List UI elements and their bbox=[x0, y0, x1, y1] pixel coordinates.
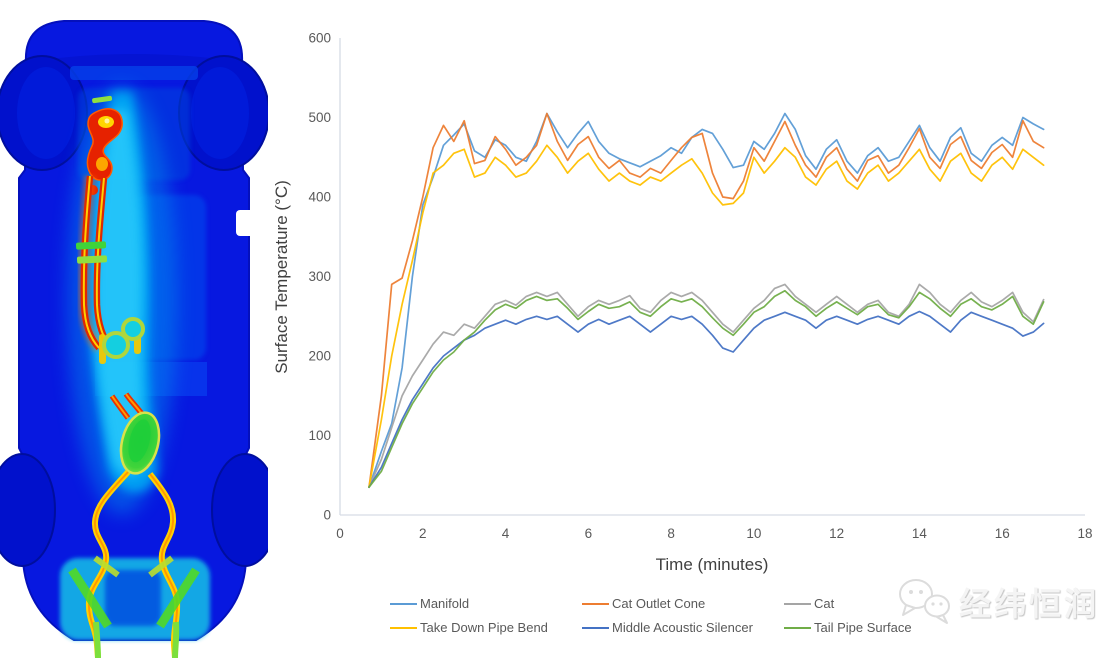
wheels bbox=[0, 55, 268, 567]
legend-item-manifold: Manifold bbox=[390, 596, 582, 611]
legend-swatch-cat bbox=[784, 602, 811, 605]
legend-swatch-manifold bbox=[390, 602, 417, 605]
wechat-chat-bubbles-icon bbox=[899, 579, 950, 624]
x-tick-label: 14 bbox=[912, 526, 928, 541]
chart-legend: Manifold Cat Outlet Cone Cat Take Down Pip… bbox=[390, 596, 935, 644]
series-line-take-down-pipe-bend bbox=[368, 144, 1045, 489]
pipe-clamp bbox=[76, 255, 108, 264]
rear-left-wheel bbox=[0, 453, 56, 567]
car-underbody-thermal-image bbox=[0, 20, 268, 658]
x-tick-label: 2 bbox=[419, 526, 427, 541]
y-tick-label: 0 bbox=[323, 508, 331, 523]
x-tick-label: 8 bbox=[667, 526, 675, 541]
x-tick-label: 18 bbox=[1077, 526, 1092, 541]
middle-silencer bbox=[119, 411, 161, 475]
body-notch bbox=[236, 210, 254, 236]
legend-label-manifold: Manifold bbox=[420, 596, 470, 611]
rear-right-wheel bbox=[211, 453, 268, 567]
y-tick-label: 100 bbox=[308, 428, 331, 443]
y-tick-label: 200 bbox=[308, 349, 331, 364]
legend-label-take-down-pipe-bend: Take Down Pipe Bend bbox=[420, 620, 548, 635]
y-tick-label: 600 bbox=[308, 31, 331, 46]
legend-row-1: Manifold Cat Outlet Cone Cat bbox=[390, 596, 935, 611]
legend-swatch-middle-acoustic-silencer bbox=[582, 626, 609, 629]
series-line-cat-outlet-cone bbox=[368, 112, 1045, 489]
series-line-cat bbox=[368, 283, 1045, 489]
legend-label-cat: Cat bbox=[814, 596, 835, 611]
legend-label-middle-acoustic-silencer: Middle Acoustic Silencer bbox=[612, 620, 753, 635]
y-tick-label: 400 bbox=[308, 190, 331, 205]
rear-heat-shields bbox=[68, 555, 200, 629]
flex-couplers bbox=[99, 317, 145, 364]
x-tick-label: 10 bbox=[746, 526, 761, 541]
catalyst-downpipes bbox=[75, 175, 115, 353]
watermark-text: 经纬恒润 bbox=[959, 586, 1100, 622]
y-tick-label: 500 bbox=[308, 110, 331, 125]
tail-pipes bbox=[85, 469, 181, 658]
x-axis-title: Time (minutes) bbox=[656, 555, 769, 574]
legend-item-cat: Cat bbox=[784, 596, 934, 611]
exhaust-manifold-hotspot bbox=[86, 108, 123, 195]
legend-item-cat-outlet-cone: Cat Outlet Cone bbox=[582, 596, 784, 611]
y-tick-label: 300 bbox=[308, 269, 331, 284]
legend-swatch-take-down-pipe-bend bbox=[390, 626, 417, 629]
pipe-clamp bbox=[75, 241, 107, 250]
legend-label-cat-outlet-cone: Cat Outlet Cone bbox=[612, 596, 706, 611]
legend-swatch-tail-pipe-surface bbox=[784, 626, 811, 629]
legend-label-tail-pipe-surface: Tail Pipe Surface bbox=[814, 620, 912, 635]
x-tick-label: 16 bbox=[995, 526, 1010, 541]
temperature-chart: Surface Temperature (°C) Time (minutes) … bbox=[272, 31, 1093, 575]
series-line-middle-acoustic-silencer bbox=[368, 310, 1045, 489]
legend-item-take-down-pipe-bend: Take Down Pipe Bend bbox=[390, 620, 582, 635]
series-line-manifold bbox=[368, 112, 1045, 489]
watermark: 经纬恒润 bbox=[893, 574, 1099, 630]
x-tick-label: 6 bbox=[585, 526, 593, 541]
x-tick-label: 0 bbox=[336, 526, 344, 541]
legend-item-tail-pipe-surface: Tail Pipe Surface bbox=[784, 620, 934, 635]
x-tick-label: 12 bbox=[829, 526, 844, 541]
series-line-tail-pipe-surface bbox=[368, 289, 1045, 489]
legend-item-middle-acoustic-silencer: Middle Acoustic Silencer bbox=[582, 620, 784, 635]
legend-swatch-cat-outlet-cone bbox=[582, 602, 609, 605]
legend-row-2: Take Down Pipe Bend Middle Acoustic Silen… bbox=[390, 620, 935, 635]
y-axis-title: Surface Temperature (°C) bbox=[272, 180, 291, 374]
engine-hot-sliver bbox=[92, 95, 113, 104]
x-tick-label: 4 bbox=[502, 526, 510, 541]
exhaust-system bbox=[68, 95, 200, 658]
